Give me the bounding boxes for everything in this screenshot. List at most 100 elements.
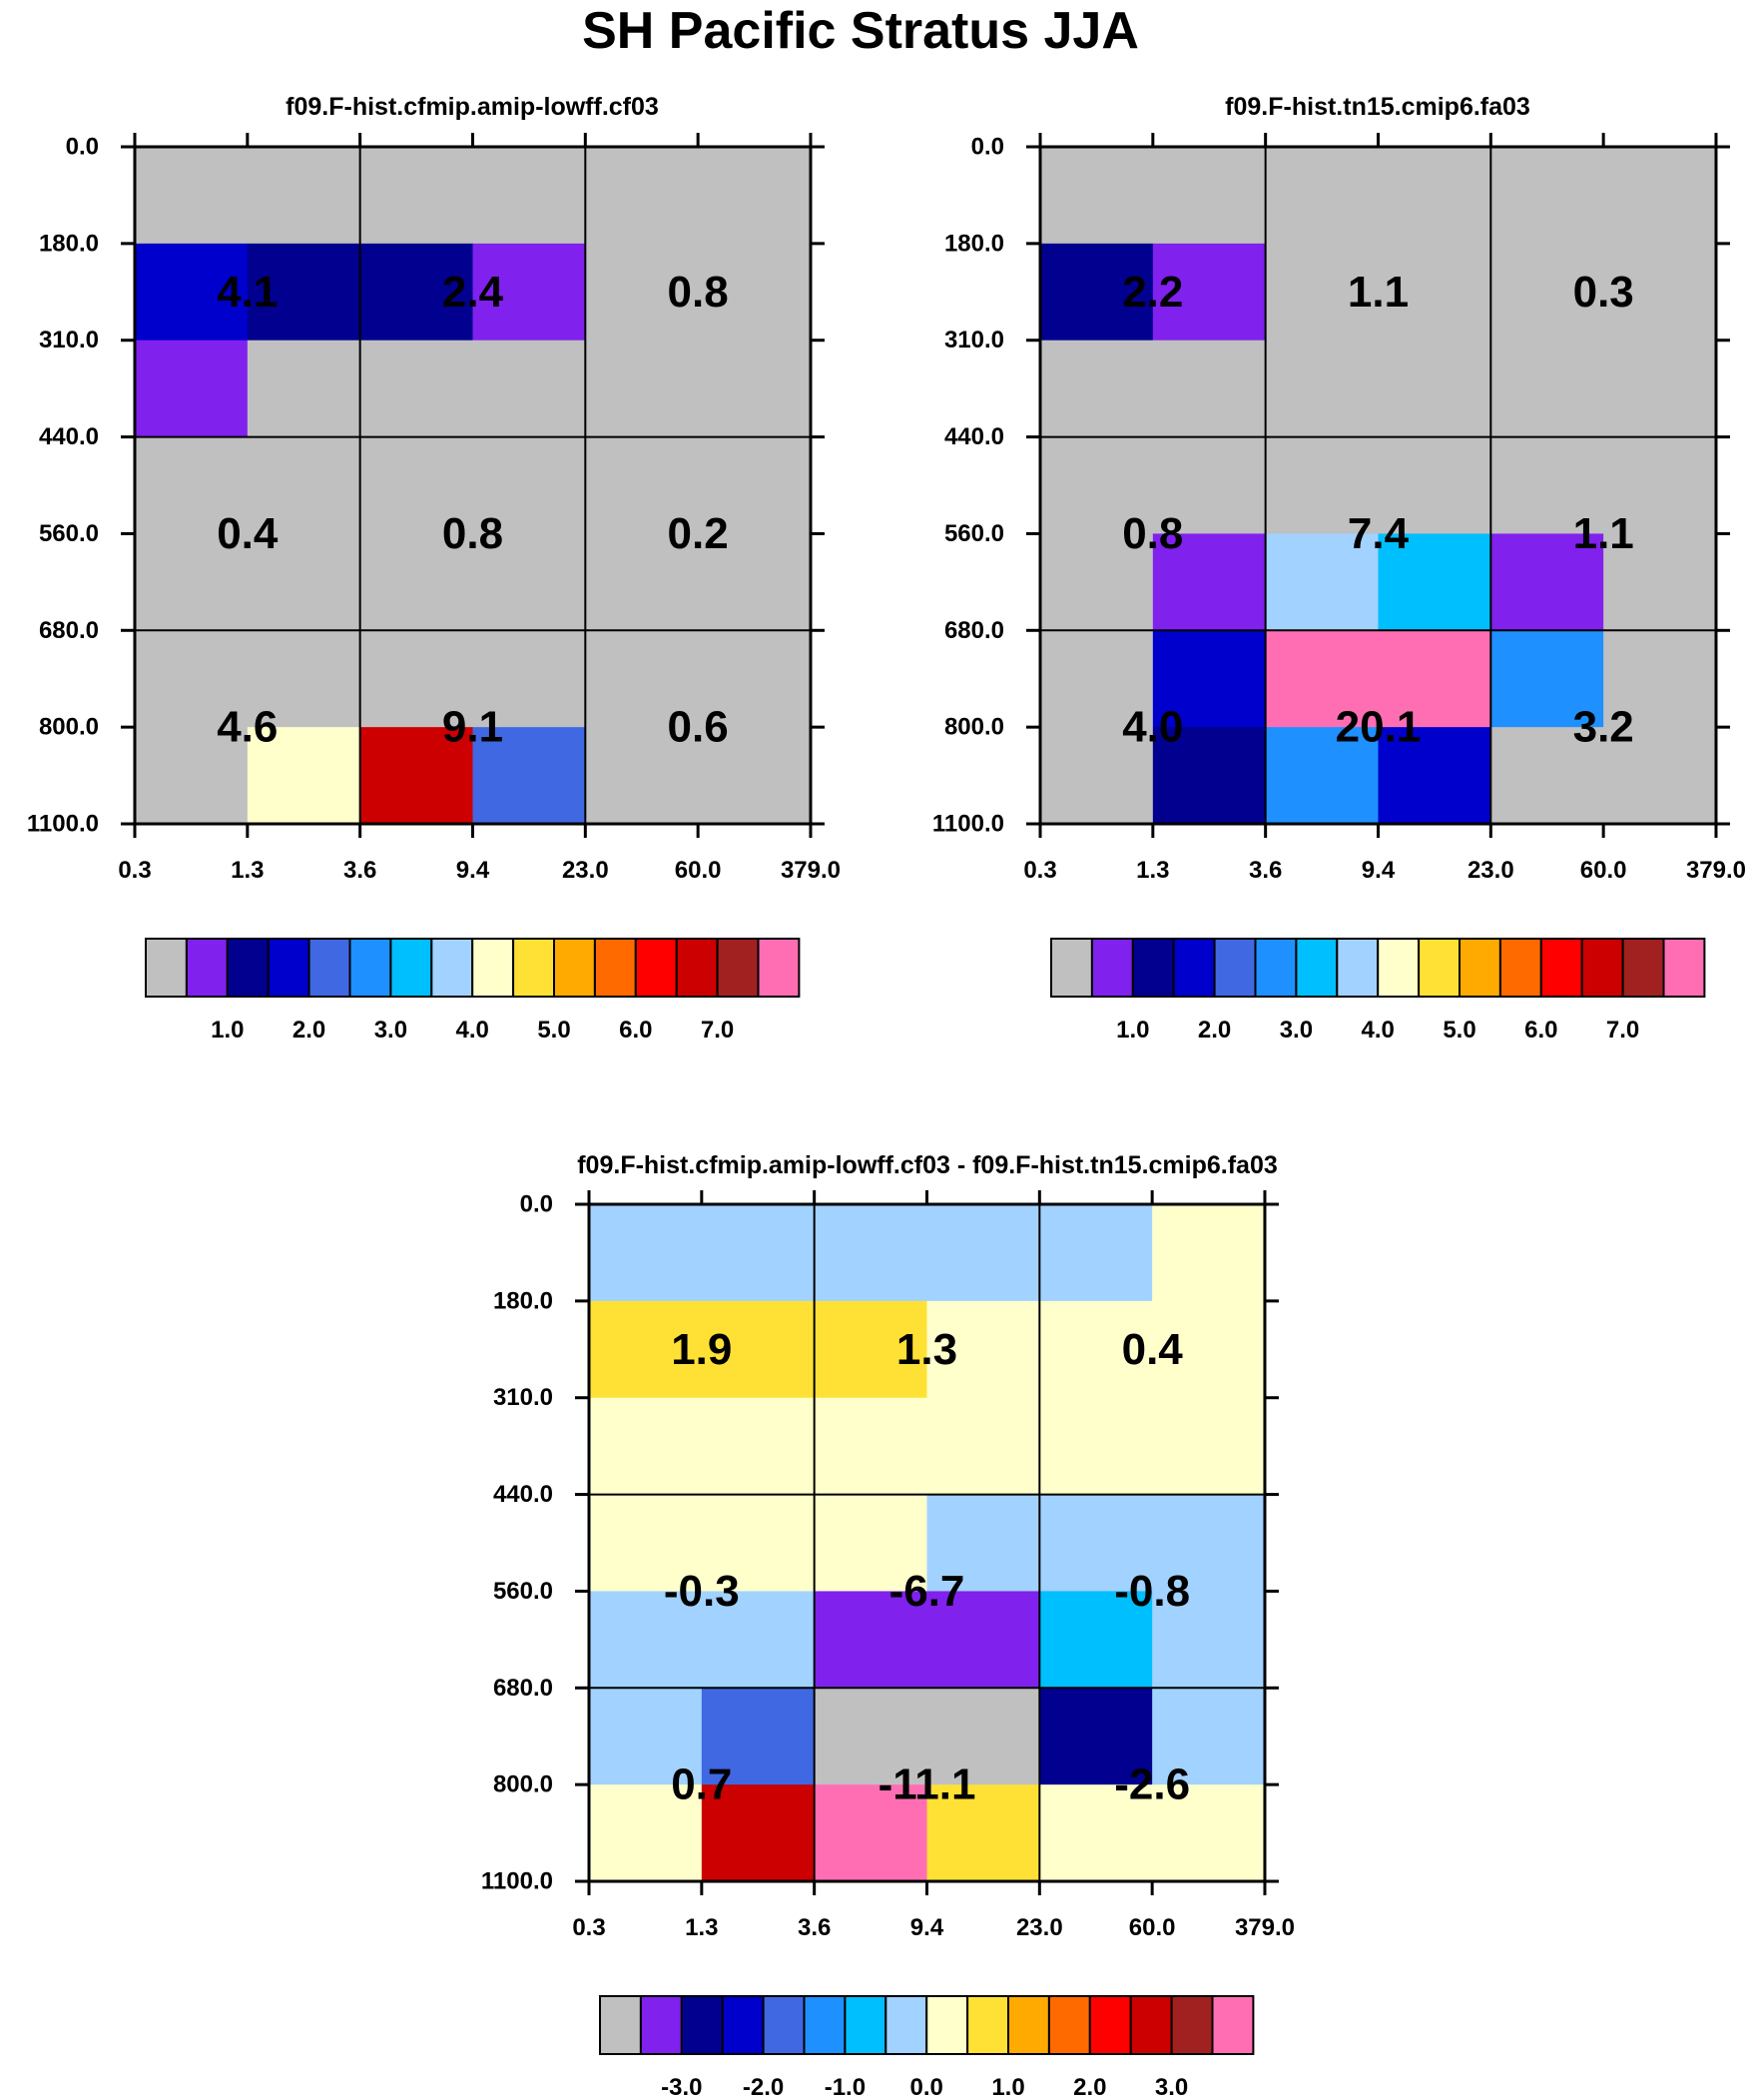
panel-diff-values: 1.9 1.3 0.4 -0.3 -6.7 -0.8 0.7 -11.1 -2.6 [664, 1325, 1190, 1809]
heatmap-cell [1040, 727, 1154, 825]
heatmap-cell [135, 630, 249, 728]
heatmap-cell [589, 1688, 703, 1785]
colorbar-swatch [430, 938, 474, 998]
colorbar-swatch [925, 1995, 969, 2055]
heatmap-cell [359, 147, 474, 245]
x-tick-label: 0.3 [572, 1914, 605, 1941]
heatmap-cell [1603, 533, 1717, 631]
colorbar-swatch [1662, 938, 1706, 998]
heatmap-cell [1265, 340, 1380, 438]
panel-fa03-cells [1040, 147, 1717, 825]
y-tick-label: 0.0 [66, 134, 99, 161]
panel-cf03-cells [135, 147, 812, 825]
colorbar-swatch [1131, 938, 1175, 998]
heatmap-cell [1603, 727, 1717, 825]
heatmap-cell [1152, 630, 1267, 728]
heatmap-cell [1152, 147, 1267, 245]
heatmap-cell [814, 1300, 928, 1399]
group-value-label: -11.1 [879, 1760, 976, 1809]
y-tick-label: 310.0 [493, 1384, 553, 1411]
heatmap-cell [926, 1591, 1040, 1689]
x-tick-label: 60.0 [1580, 857, 1627, 884]
x-tick-label: 9.4 [910, 1914, 944, 1941]
heatmap-cell [1039, 1494, 1153, 1593]
heatmap-cell [1490, 340, 1604, 438]
colorbar-swatch [593, 938, 637, 998]
y-tick-label: 680.0 [39, 617, 99, 644]
heatmap-cell [472, 147, 586, 245]
heatmap-cell [1039, 1784, 1153, 1882]
heatmap-cell [1603, 340, 1717, 438]
heatmap-cell [814, 1397, 928, 1496]
y-tick-label: 560.0 [39, 520, 99, 547]
heatmap-cell [1490, 727, 1604, 825]
heatmap-cell [135, 147, 249, 245]
heatmap-cell [1152, 1494, 1266, 1593]
heatmap-cell [1378, 147, 1491, 245]
group-value-label: 2.2 [1122, 268, 1183, 317]
heatmap-cell [1378, 243, 1491, 342]
colorbar-label: 3.0 [1280, 1017, 1313, 1044]
colorbar-swatch [1418, 938, 1461, 998]
heatmap-cell [701, 1204, 816, 1302]
heatmap-cell [814, 1784, 928, 1882]
panel-cf03-colorbar: 1.0 2.0 3.0 4.0 5.0 6.0 7.0 [145, 938, 801, 1044]
heatmap-cell [1039, 1591, 1153, 1689]
colorbar-label: 2.0 [1073, 2074, 1106, 2100]
heatmap-cell [585, 533, 699, 631]
colorbar-label: 4.0 [1362, 1017, 1395, 1044]
panel-fa03-values: 2.2 1.1 0.3 0.8 7.4 1.1 4.0 20.1 3.2 [1122, 268, 1634, 752]
panel-diff-colorbar: -3.0 -2.0 -1.0 0.0 1.0 2.0 3.0 [599, 1995, 1255, 2100]
heatmap-cell [1378, 340, 1491, 438]
panel-diff-ticks: 0.0 180.0 310.0 440.0 560.0 680.0 800.0 1100.0 0… [481, 1190, 1295, 1941]
colorbar-label: -2.0 [743, 2074, 784, 2100]
colorbar-swatch [1129, 1995, 1173, 2055]
colorbar-swatch [757, 938, 801, 998]
heatmap-cell [701, 1300, 816, 1399]
colorbar-swatch [145, 938, 188, 998]
heatmap-cell [701, 1397, 816, 1496]
colorbar-swatch [634, 938, 678, 998]
colorbar-label: 4.0 [456, 1017, 489, 1044]
y-tick-label: 180.0 [944, 230, 1004, 257]
group-value-label: 4.0 [1122, 703, 1183, 752]
heatmap-cell [1265, 727, 1380, 825]
heatmap-cell [1040, 340, 1154, 438]
group-value-label: 0.7 [671, 1760, 732, 1809]
y-tick-label: 1100.0 [27, 811, 99, 838]
heatmap-cell [1040, 147, 1154, 245]
panel-diff: f09.F-hist.cfmip.amip-lowff.cf03 - f09.F… [481, 1151, 1295, 2100]
heatmap-cell [698, 727, 812, 825]
colorbar-swatch [1050, 938, 1093, 998]
heatmap-cell [589, 1494, 703, 1593]
colorbar-swatch [680, 1995, 724, 2055]
y-tick-label: 680.0 [493, 1675, 553, 1702]
colorbar-swatch [1047, 1995, 1091, 2055]
heatmap-cell [1490, 243, 1604, 342]
heatmap-cell [359, 436, 474, 535]
colorbar-label: -1.0 [825, 2074, 866, 2100]
group-value-label: 1.1 [1348, 268, 1409, 317]
heatmap-cell [1490, 630, 1604, 728]
heatmap-cell [1490, 533, 1604, 631]
heatmap-cell [359, 630, 474, 728]
group-value-label: -0.3 [664, 1567, 740, 1616]
colorbar-label: 3.0 [374, 1017, 407, 1044]
heatmap-cell [698, 147, 812, 245]
group-value-label: 0.2 [668, 509, 729, 558]
heatmap-cell [589, 1784, 703, 1882]
heatmap-cell [698, 630, 812, 728]
heatmap-cell [1039, 1688, 1153, 1785]
heatmap-cell [1152, 436, 1267, 535]
colorbar-label: 7.0 [1606, 1017, 1639, 1044]
colorbar-swatch [1580, 938, 1624, 998]
x-tick-label: 0.3 [118, 857, 151, 884]
colorbar-swatch [716, 938, 760, 998]
heatmap-cell [1152, 1688, 1266, 1785]
heatmap-cell [701, 1591, 816, 1689]
colorbar-label: 1.0 [1116, 1017, 1149, 1044]
figure-title: SH Pacific Stratus JJA [582, 2, 1139, 60]
heatmap-cell [926, 1494, 1040, 1593]
y-tick-label: 1100.0 [481, 1868, 553, 1895]
colorbar-swatch [185, 938, 229, 998]
